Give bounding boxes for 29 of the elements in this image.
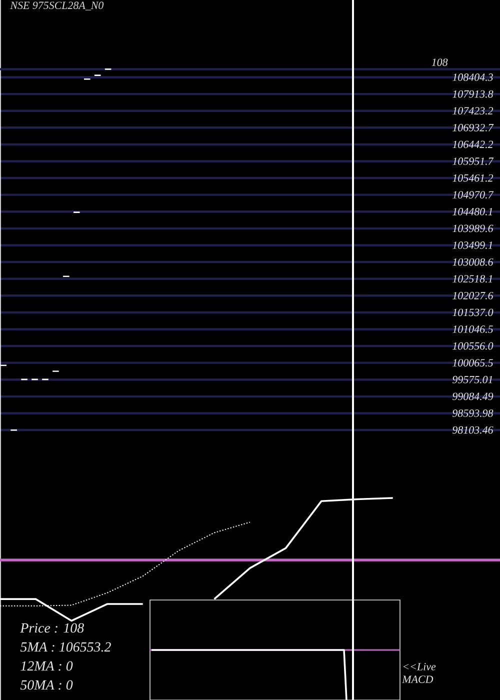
y-tick-label: 105461.2: [452, 174, 494, 182]
y-tick-label: 106932.7: [452, 124, 494, 132]
annotation: <<Live MACD: [402, 663, 436, 683]
y-tick-label: 107423.2: [452, 107, 494, 115]
annotation: 5MA : 106553.2: [20, 642, 111, 652]
y-tick-label: 99575.01: [452, 376, 492, 384]
y-tick-label: 102027.6: [452, 292, 494, 300]
annotation: 108: [432, 58, 448, 66]
y-tick-label: 98103.46: [452, 426, 494, 434]
y-tick-label: 108404.3: [452, 74, 493, 81]
y-tick-label: 104480.1: [452, 208, 492, 216]
y-tick-label: 98593.98: [452, 410, 494, 417]
y-tick-label: 100065.5: [452, 359, 493, 367]
y-tick-label: 103499.1: [452, 242, 492, 249]
annotation: 50MA : 0: [20, 680, 73, 690]
y-tick-label: 107913.8: [452, 90, 494, 98]
y-tick-label: 101046.5: [452, 326, 493, 333]
y-tick-label: 103989.6: [452, 224, 494, 232]
annotation: Price : 108: [20, 623, 84, 633]
y-tick-label: 105951.7: [452, 158, 494, 165]
y-tick-label: 99084.49: [452, 392, 494, 400]
y-tick-label: 100556.0: [452, 342, 494, 350]
y-tick-label: 106442.2: [452, 140, 494, 148]
annotation: 12MA : 0: [20, 661, 73, 671]
y-tick-label: 101537.0: [452, 308, 494, 316]
y-tick-label: 102518.1: [452, 275, 492, 283]
y-tick-label: 103008.6: [452, 258, 494, 266]
chart-title: NSE 975SCL28A_N0: [10, 2, 104, 10]
y-tick-label: 104970.7: [452, 191, 494, 199]
